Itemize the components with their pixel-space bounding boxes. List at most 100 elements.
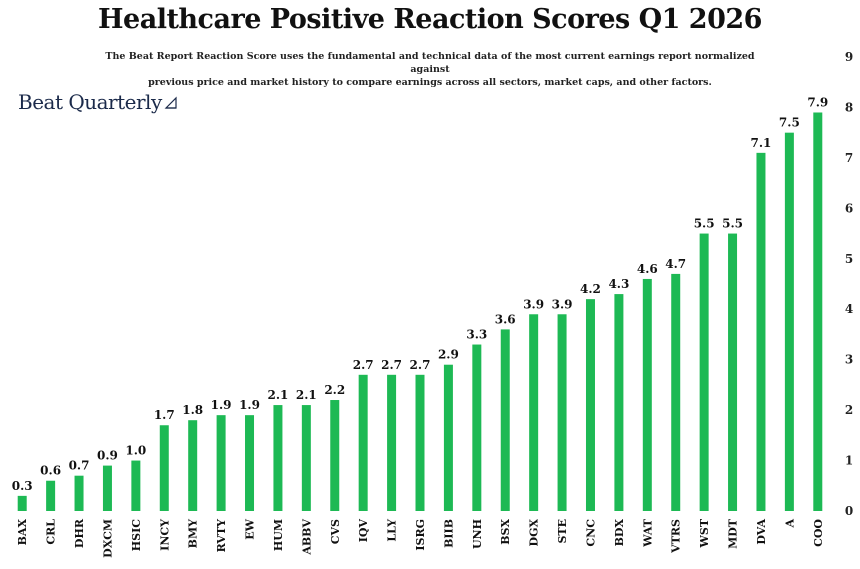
- data-label: 2.7: [381, 358, 402, 372]
- y-tick-label: 2: [845, 403, 853, 417]
- x-tick-label: DXCM: [101, 519, 114, 558]
- bar-ste: [557, 314, 567, 511]
- x-tick-label: VTRS: [670, 519, 683, 554]
- bar-abbv: [301, 405, 311, 511]
- x-tick-label: CRL: [45, 519, 58, 545]
- data-label: 5.5: [722, 217, 743, 231]
- data-label: 1.9: [211, 398, 232, 412]
- bar-crl: [46, 480, 56, 511]
- x-tick-label: BAX: [16, 519, 29, 546]
- brand-name: Beat Quarterly: [18, 90, 162, 114]
- data-label: 7.9: [807, 95, 828, 109]
- data-label: 2.1: [296, 388, 317, 402]
- y-tick-label: 1: [845, 454, 853, 468]
- data-label: 2.7: [410, 358, 431, 372]
- bar-dxcm: [102, 465, 112, 511]
- x-tick-label: CNC: [584, 519, 597, 547]
- x-tick-label: IQV: [357, 519, 370, 543]
- x-tick-label: DVA: [755, 519, 768, 545]
- bar-iqv: [358, 374, 368, 511]
- x-tick-label: RVTY: [215, 519, 228, 552]
- bar-unh: [472, 344, 482, 511]
- data-label: 7.1: [751, 136, 772, 150]
- bar-bsx: [500, 329, 510, 511]
- x-tick-label: ISRG: [414, 519, 427, 551]
- data-label: 2.1: [267, 388, 288, 402]
- x-tick-label: BIIB: [442, 519, 455, 548]
- x-tick-label: UNH: [471, 519, 484, 549]
- x-tick-label: ABBV: [300, 519, 313, 556]
- data-label: 3.6: [495, 312, 516, 326]
- bar-dhr: [74, 475, 84, 511]
- bar-isrg: [415, 374, 425, 511]
- y-tick-label: 8: [845, 100, 853, 114]
- bar-lly: [387, 374, 397, 511]
- bar-coo: [813, 112, 823, 511]
- bar-hsic: [131, 460, 141, 511]
- bar-dva: [756, 152, 766, 511]
- x-tick-label: BSX: [499, 519, 512, 545]
- data-label: 4.6: [637, 262, 658, 276]
- data-label: 1.8: [182, 403, 203, 417]
- chart-subtitle: The Beat Report Reaction Score uses the …: [100, 50, 760, 89]
- bar-wat: [642, 278, 652, 511]
- data-label: 3.3: [466, 328, 487, 342]
- y-tick-label: 0: [845, 504, 853, 518]
- data-label: 1.0: [125, 444, 146, 458]
- data-label: 4.7: [665, 257, 686, 271]
- data-label: 1.7: [154, 408, 175, 422]
- x-tick-label: COO: [812, 519, 825, 547]
- data-label: 0.7: [69, 459, 90, 473]
- y-tick-label: 7: [845, 151, 853, 165]
- x-tick-label: MDT: [727, 518, 740, 549]
- x-tick-label: WST: [698, 518, 711, 548]
- data-label: 2.9: [438, 348, 459, 362]
- bar-bmy: [188, 420, 198, 511]
- brand-mark-icon: [164, 96, 177, 109]
- x-tick-label: WAT: [641, 518, 654, 548]
- x-tick-label: LLY: [386, 519, 399, 542]
- data-label: 0.9: [97, 449, 118, 463]
- x-tick-label: BDX: [613, 519, 626, 547]
- data-label: 0.6: [40, 464, 61, 478]
- data-label: 2.7: [353, 358, 374, 372]
- bar-a: [784, 132, 794, 511]
- x-tick-label: BMY: [187, 519, 200, 548]
- y-tick-label: 9: [845, 50, 853, 64]
- data-label: 3.9: [523, 297, 544, 311]
- data-label: 1.9: [239, 398, 260, 412]
- data-label: 5.5: [694, 217, 715, 231]
- bar-incy: [159, 425, 169, 511]
- bar-cvs: [330, 400, 340, 511]
- y-tick-label: 5: [845, 252, 853, 266]
- x-tick-label: EW: [244, 518, 257, 539]
- x-tick-label: HUM: [272, 519, 285, 551]
- bar-hum: [273, 405, 283, 511]
- y-tick-label: 6: [845, 201, 853, 215]
- bar-biib: [443, 364, 453, 511]
- subtitle-line-1: The Beat Report Reaction Score uses the …: [105, 51, 755, 75]
- bar-ew: [245, 415, 255, 511]
- x-tick-label: DHR: [73, 518, 86, 548]
- bar-mdt: [728, 233, 738, 512]
- x-tick-label: DGX: [528, 519, 541, 547]
- x-tick-label: CVS: [329, 519, 342, 544]
- x-tick-label: INCY: [158, 519, 171, 551]
- y-tick-label: 4: [845, 302, 853, 316]
- bar-rvty: [216, 415, 226, 511]
- data-label: 4.2: [580, 282, 601, 296]
- bar-cnc: [585, 299, 595, 511]
- y-tick-label: 3: [845, 353, 853, 367]
- chart-title: Healthcare Positive Reaction Scores Q1 2…: [98, 4, 762, 35]
- data-label: 3.9: [552, 297, 573, 311]
- bar-vtrs: [671, 273, 681, 511]
- bar-wst: [699, 233, 709, 512]
- data-label: 7.5: [779, 116, 800, 130]
- bar-bdx: [614, 294, 624, 511]
- x-tick-label: STE: [556, 519, 569, 544]
- data-label: 4.3: [608, 277, 629, 291]
- x-tick-label: A: [783, 519, 796, 529]
- subtitle-line-2: previous price and market history to com…: [148, 77, 712, 88]
- bar-dgx: [529, 314, 539, 511]
